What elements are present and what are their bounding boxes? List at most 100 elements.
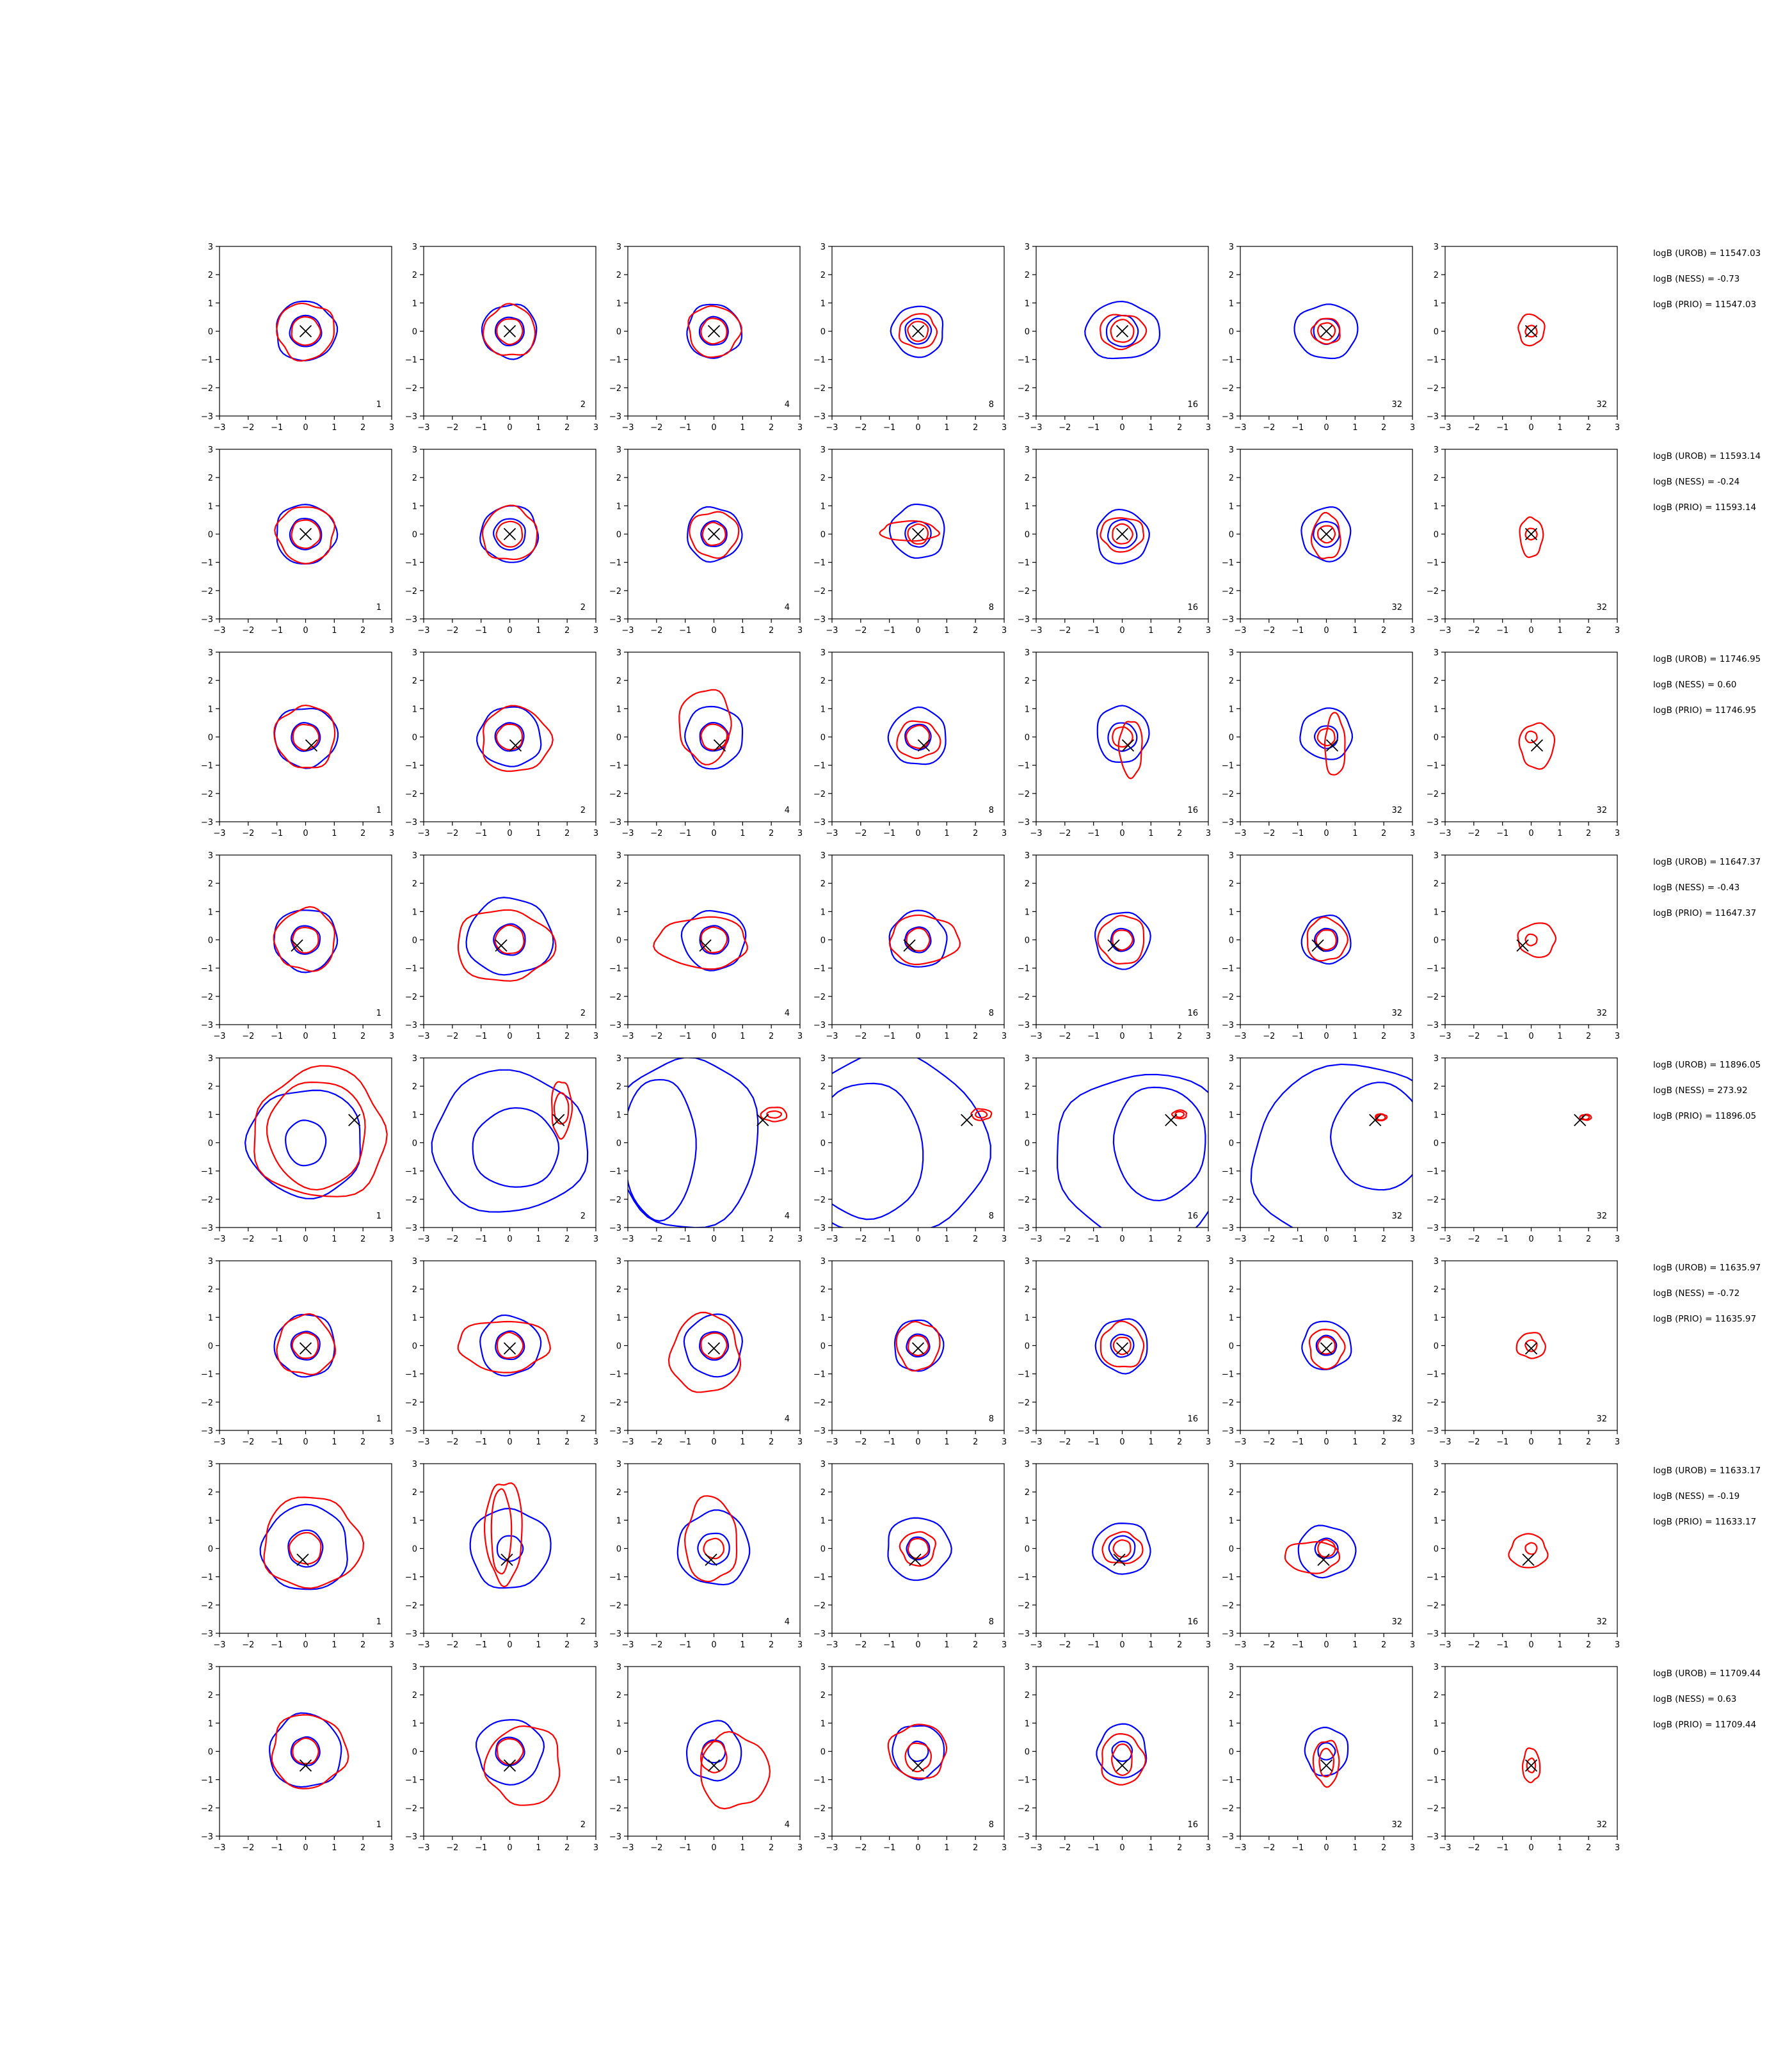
panel-label: 4 bbox=[785, 806, 790, 815]
red-contour bbox=[482, 705, 554, 772]
x-tick-label: −1 bbox=[271, 829, 283, 838]
y-tick-label: 2 bbox=[820, 1488, 826, 1498]
red-contour bbox=[1526, 1757, 1537, 1773]
panel-label: 32 bbox=[1596, 1212, 1607, 1221]
red-contour bbox=[975, 1110, 988, 1119]
y-tick-label: 2 bbox=[412, 1285, 417, 1295]
x-tick-label: 1 bbox=[536, 1843, 541, 1853]
y-tick-label: −3 bbox=[201, 818, 213, 828]
y-tick-label: 1 bbox=[820, 705, 826, 714]
x-tick-label: −3 bbox=[417, 1437, 429, 1447]
x-tick-label: 0 bbox=[1119, 1235, 1124, 1244]
x-tick-label: 1 bbox=[944, 1032, 949, 1041]
red-contour bbox=[496, 1738, 524, 1765]
y-tick-label: −1 bbox=[405, 356, 417, 365]
red-contour bbox=[1315, 929, 1337, 951]
panel-label: 32 bbox=[1391, 1820, 1402, 1830]
panel-label: 8 bbox=[989, 1414, 994, 1424]
x-marker bbox=[503, 1759, 516, 1772]
panel-label: 32 bbox=[1596, 806, 1607, 815]
x-tick-label: 1 bbox=[944, 423, 949, 433]
red-contour bbox=[1517, 922, 1557, 958]
x-marker bbox=[1522, 1553, 1535, 1566]
y-tick-label: −2 bbox=[405, 1196, 417, 1205]
x-tick-label: −1 bbox=[1292, 829, 1304, 838]
red-contour bbox=[1101, 1531, 1144, 1564]
panel-label: 4 bbox=[785, 1820, 790, 1830]
x-tick-label: 0 bbox=[303, 423, 308, 433]
contour-group bbox=[1517, 922, 1557, 958]
red-contour bbox=[1579, 1114, 1592, 1121]
blue-contour bbox=[476, 1719, 545, 1786]
x-tick-label: 0 bbox=[915, 626, 920, 636]
x-tick-label: 3 bbox=[1206, 1843, 1211, 1853]
y-tick-label: −2 bbox=[813, 993, 826, 1002]
x-tick-label: 2 bbox=[360, 626, 365, 636]
x-tick-label: −3 bbox=[213, 1640, 225, 1650]
y-tick-label: 2 bbox=[1434, 676, 1439, 686]
y-tick-label: 3 bbox=[412, 648, 417, 658]
red-contour bbox=[1524, 527, 1538, 541]
y-tick-label: 1 bbox=[208, 502, 213, 511]
y-tick-label: 0 bbox=[820, 531, 826, 540]
x-tick-label: 0 bbox=[1528, 423, 1533, 433]
panels-layer: −3 −2 −1 0 1 2 3 −3 −2 −1 0 1 2 3 1 −3 −2 −1 0 1 2 3 −3 −2 −1 0 1 2… bbox=[201, 243, 1620, 1853]
logb-prio-row-8: logB (PRIO) = 11709.44 bbox=[1653, 1720, 1757, 1730]
contour-group bbox=[685, 1720, 771, 1810]
y-tick-label: 2 bbox=[616, 1691, 621, 1700]
y-tick-label: 2 bbox=[1025, 676, 1030, 686]
panel-label: 4 bbox=[785, 400, 790, 410]
y-tick-label: −2 bbox=[1427, 993, 1439, 1002]
y-tick-label: −3 bbox=[1427, 412, 1439, 422]
red-contour bbox=[1310, 511, 1341, 559]
x-tick-label: 1 bbox=[1557, 1640, 1562, 1650]
blue-contour bbox=[469, 1507, 552, 1589]
x-tick-label: 3 bbox=[1410, 829, 1415, 838]
panel-r4-c6: −3 −2 −1 0 1 2 3 −3 −2 −1 0 1 2 3 32 bbox=[1222, 851, 1415, 1041]
x-tick-label: 1 bbox=[740, 1235, 745, 1244]
y-tick-label: 2 bbox=[1229, 474, 1234, 483]
y-tick-label: 0 bbox=[616, 1748, 621, 1757]
x-tick-label: 0 bbox=[1119, 1843, 1124, 1853]
blue-contour bbox=[494, 722, 525, 752]
panel-label: 32 bbox=[1596, 1414, 1607, 1424]
y-tick-label: 2 bbox=[1434, 271, 1439, 280]
x-tick-label: −1 bbox=[883, 1437, 895, 1447]
panel-r7-c5: −3 −2 −1 0 1 2 3 −3 −2 −1 0 1 2 3 16 bbox=[1018, 1460, 1211, 1650]
red-contour bbox=[687, 305, 742, 358]
red-contour bbox=[1317, 322, 1336, 341]
x-tick-label: 2 bbox=[769, 423, 774, 433]
panel-label: 1 bbox=[376, 1617, 381, 1627]
y-tick-label: 2 bbox=[1025, 1488, 1030, 1498]
blue-contour bbox=[894, 1319, 945, 1372]
y-tick-label: 3 bbox=[1025, 1054, 1030, 1064]
y-tick-label: −2 bbox=[1018, 587, 1030, 596]
y-tick-label: −1 bbox=[813, 762, 826, 771]
x-tick-label: 2 bbox=[973, 1437, 978, 1447]
x-tick-label: −1 bbox=[1087, 1640, 1100, 1650]
x-tick-label: −2 bbox=[854, 829, 867, 838]
red-contour bbox=[1518, 722, 1556, 770]
x-tick-label: −2 bbox=[1263, 829, 1275, 838]
x-marker bbox=[305, 739, 318, 752]
panel-r8-c2: −3 −2 −1 0 1 2 3 −3 −2 −1 0 1 2 3 2 bbox=[405, 1663, 598, 1853]
x-tick-label: −3 bbox=[1439, 829, 1451, 838]
panel-label: 32 bbox=[1391, 400, 1402, 410]
blue-contour bbox=[699, 721, 730, 752]
y-tick-label: 1 bbox=[208, 1313, 213, 1323]
x-tick-label: 0 bbox=[711, 1843, 716, 1853]
x-tick-label: −1 bbox=[883, 626, 895, 636]
panel-label: 4 bbox=[785, 1212, 790, 1221]
y-tick-label: −2 bbox=[405, 1804, 417, 1814]
y-tick-label: 0 bbox=[208, 936, 213, 946]
red-contour bbox=[483, 303, 536, 356]
blue-contour bbox=[904, 723, 932, 751]
x-tick-label: −1 bbox=[679, 1843, 691, 1853]
y-tick-label: −3 bbox=[1222, 1832, 1234, 1842]
x-tick-label: 3 bbox=[389, 423, 394, 433]
blue-contour bbox=[685, 1720, 742, 1782]
panel-label: 8 bbox=[989, 1212, 994, 1221]
y-tick-label: −2 bbox=[1427, 1196, 1439, 1205]
x-tick-label: −3 bbox=[826, 1843, 838, 1853]
x-tick-label: 1 bbox=[332, 626, 337, 636]
